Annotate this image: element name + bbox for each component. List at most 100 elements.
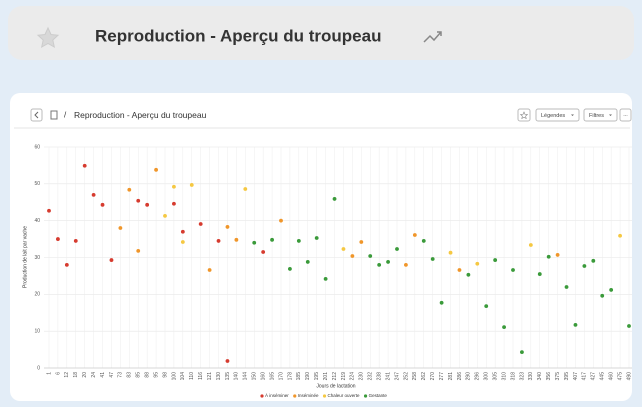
point bbox=[243, 187, 248, 191]
x-tick-label: 270 bbox=[430, 372, 436, 381]
legend-label: Chaleur ouverte bbox=[328, 393, 361, 398]
legend-marker bbox=[260, 394, 264, 398]
x-tick-label: 95 bbox=[153, 372, 159, 378]
x-tick-label: 318 bbox=[510, 372, 516, 381]
point bbox=[198, 222, 203, 226]
card bbox=[10, 93, 632, 401]
filter-button[interactable] bbox=[583, 108, 618, 122]
x-tick-label: 490 bbox=[626, 372, 632, 381]
x-tick-label: 201 bbox=[323, 372, 329, 381]
x-tick-label: 150 bbox=[252, 372, 258, 381]
point bbox=[618, 233, 622, 238]
point bbox=[430, 257, 435, 261]
point bbox=[377, 262, 382, 267]
point bbox=[288, 267, 292, 271]
x-tick-label: 104 bbox=[180, 372, 186, 381]
point bbox=[189, 183, 194, 187]
point bbox=[252, 240, 257, 245]
doc-icon bbox=[50, 110, 58, 120]
x-tick-label: 375 bbox=[555, 372, 561, 381]
legend-marker bbox=[322, 394, 327, 398]
point bbox=[270, 237, 274, 242]
more-button-label: ... bbox=[623, 112, 628, 118]
legend-label: Inséminée bbox=[298, 393, 319, 398]
x-tick-label: 224 bbox=[350, 372, 356, 381]
legend-label: Gestante bbox=[369, 393, 388, 398]
y-tick-label: 0 bbox=[37, 365, 40, 371]
point bbox=[457, 268, 462, 272]
x-tick-label: 395 bbox=[564, 372, 570, 381]
x-tick-label: 300 bbox=[484, 372, 490, 381]
x-tick-label: 262 bbox=[421, 372, 427, 381]
point bbox=[332, 197, 337, 201]
point bbox=[386, 260, 390, 264]
separator: / bbox=[64, 111, 67, 120]
point bbox=[350, 254, 355, 258]
x-tick-label: 247 bbox=[394, 372, 400, 381]
legend-button[interactable] bbox=[535, 108, 580, 122]
star-icon bbox=[519, 111, 529, 120]
x-tick-label: 296 bbox=[475, 372, 481, 381]
point bbox=[180, 229, 185, 234]
point bbox=[582, 264, 587, 268]
point bbox=[439, 300, 444, 305]
x-tick-label: 212 bbox=[332, 372, 338, 381]
point bbox=[502, 325, 506, 330]
x-tick-label: 110 bbox=[189, 372, 195, 380]
caret bbox=[571, 114, 574, 116]
x-tick-label: 121 bbox=[207, 372, 213, 381]
x-tick-label: 6 bbox=[55, 372, 61, 375]
point bbox=[64, 262, 69, 267]
star-button[interactable] bbox=[517, 108, 531, 122]
x-tick-label: 88 bbox=[144, 372, 150, 378]
x-tick-label: 144 bbox=[243, 372, 249, 381]
point bbox=[180, 240, 185, 244]
point bbox=[216, 239, 221, 243]
point bbox=[528, 243, 533, 247]
page-title: Reproduction - Aperçu du troupeau bbox=[95, 26, 381, 45]
x-tick-label: 281 bbox=[448, 372, 454, 381]
point bbox=[47, 208, 51, 213]
point bbox=[234, 237, 239, 242]
x-tick-label: 230 bbox=[359, 372, 365, 381]
x-tick-label: 24 bbox=[91, 372, 97, 378]
legend-marker bbox=[363, 394, 368, 398]
point bbox=[404, 262, 408, 267]
x-tick-label: 305 bbox=[492, 372, 498, 381]
point bbox=[546, 254, 551, 259]
x-tick-label: 310 bbox=[501, 372, 507, 381]
point bbox=[136, 248, 141, 253]
point bbox=[484, 304, 489, 309]
point bbox=[109, 258, 114, 262]
point bbox=[163, 213, 167, 218]
point bbox=[493, 258, 498, 262]
x-tick-label: 195 bbox=[314, 372, 320, 381]
x-tick-label: 98 bbox=[162, 372, 168, 378]
point bbox=[127, 187, 132, 192]
point bbox=[412, 233, 417, 237]
x-tick-label: 73 bbox=[118, 372, 124, 378]
more-button[interactable] bbox=[619, 108, 632, 122]
x-tick-label: 277 bbox=[439, 372, 445, 381]
point bbox=[73, 239, 78, 243]
x-tick-label: 83 bbox=[127, 372, 133, 378]
point bbox=[591, 258, 596, 263]
point bbox=[520, 350, 524, 355]
point bbox=[475, 261, 480, 266]
x-tick-label: 20 bbox=[82, 372, 88, 378]
point bbox=[368, 254, 373, 258]
x-tick-label: 190 bbox=[305, 372, 311, 381]
y-tick-label: 10 bbox=[34, 328, 40, 334]
x-tick-label: 100 bbox=[171, 372, 177, 381]
x-tick-label: 85 bbox=[136, 372, 142, 378]
x-tick-label: 330 bbox=[528, 372, 534, 381]
back-button[interactable] bbox=[30, 108, 43, 122]
favorite-star[interactable] bbox=[36, 26, 60, 48]
x-tick-label: 241 bbox=[385, 372, 391, 381]
x-tick-label: 407 bbox=[573, 372, 579, 381]
x-tick-label: 232 bbox=[368, 372, 374, 381]
point bbox=[225, 359, 230, 363]
point bbox=[573, 323, 578, 327]
